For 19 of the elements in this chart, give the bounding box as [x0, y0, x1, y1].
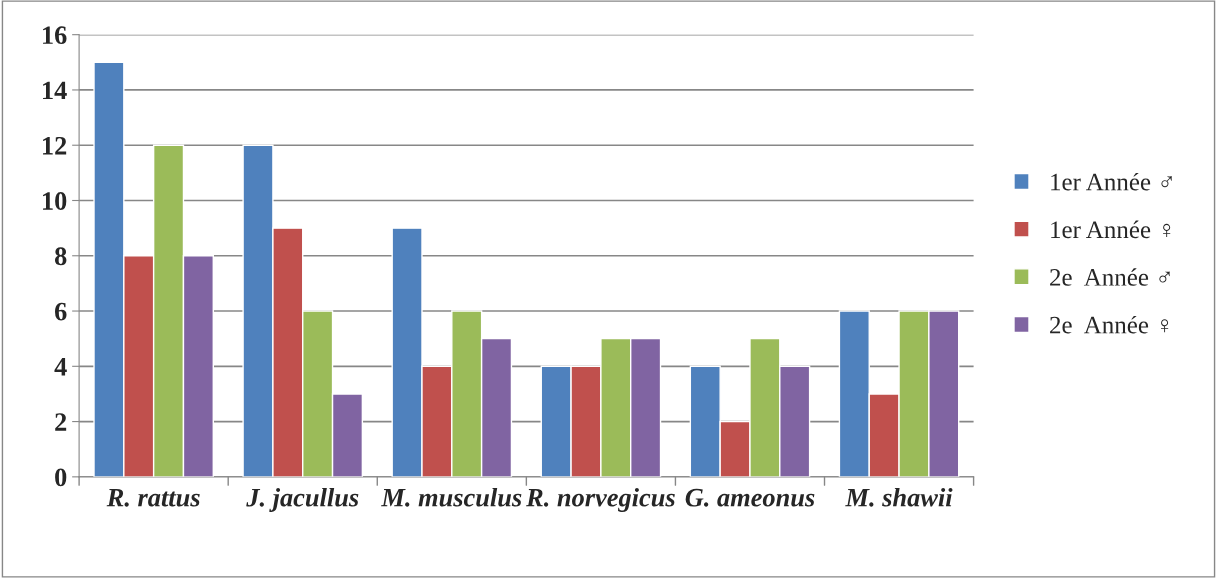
y-tick-label: 0 [55, 468, 67, 487]
y-tick-label: 10 [43, 192, 67, 210]
legend-label: 2e Année ♀ [1050, 315, 1169, 334]
y-tick-label: 2 [55, 413, 67, 431]
y-tick-label: 14 [43, 81, 67, 100]
x-tick-label: J. jacullus [246, 487, 359, 512]
x-tick-label: R. norvegicus [526, 487, 675, 512]
x-tick-label: M. musculus [381, 487, 522, 507]
y-tick-label: 16 [43, 26, 67, 45]
x-tick-label: R. rattus [106, 488, 200, 507]
x-tick-label: G. ameonus [685, 488, 815, 507]
y-tick-label: 6 [55, 302, 67, 321]
legend-label: 1er Année ♀ [1051, 220, 1171, 239]
y-tick-label: 12 [43, 136, 67, 155]
x-tick-label: M. shawii [845, 487, 953, 507]
y-tick-label: 8 [54, 247, 67, 266]
y-tick-label: 4 [54, 358, 67, 376]
legend-label: 1er Année ♂ [1051, 172, 1172, 191]
legend-label: 2e Année ♂ [1050, 268, 1170, 286]
